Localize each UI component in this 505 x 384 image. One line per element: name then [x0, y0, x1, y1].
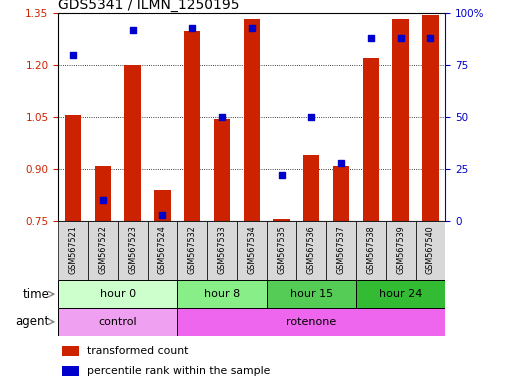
- Bar: [355, 280, 444, 308]
- Point: [188, 25, 196, 31]
- Bar: [415, 221, 444, 280]
- Bar: [177, 308, 444, 336]
- Point: [247, 25, 256, 31]
- Text: GSM567523: GSM567523: [128, 225, 137, 274]
- Bar: [62, 346, 79, 356]
- Bar: [65, 116, 81, 221]
- Bar: [58, 280, 177, 308]
- Text: percentile rank within the sample: percentile rank within the sample: [87, 366, 270, 376]
- Bar: [266, 221, 296, 280]
- Bar: [58, 221, 88, 280]
- Text: control: control: [98, 317, 137, 327]
- Text: GSM567539: GSM567539: [395, 225, 405, 274]
- Bar: [177, 280, 266, 308]
- Text: GSM567533: GSM567533: [217, 225, 226, 274]
- Bar: [273, 219, 289, 221]
- Bar: [392, 19, 408, 221]
- Text: GSM567537: GSM567537: [336, 225, 345, 274]
- Point: [396, 35, 404, 41]
- Bar: [302, 155, 319, 221]
- Point: [336, 160, 344, 166]
- Bar: [207, 221, 236, 280]
- Text: time: time: [22, 288, 49, 301]
- Point: [158, 212, 166, 218]
- Bar: [184, 31, 200, 221]
- Text: hour 15: hour 15: [289, 289, 332, 299]
- Bar: [62, 366, 79, 376]
- Point: [98, 197, 107, 203]
- Bar: [154, 190, 170, 221]
- Bar: [147, 221, 177, 280]
- Text: GSM567524: GSM567524: [158, 225, 167, 274]
- Point: [366, 35, 374, 41]
- Bar: [332, 166, 348, 221]
- Text: transformed count: transformed count: [87, 346, 188, 356]
- Bar: [58, 308, 177, 336]
- Bar: [385, 221, 415, 280]
- Text: hour 8: hour 8: [204, 289, 239, 299]
- Text: agent: agent: [15, 315, 49, 328]
- Text: rotenone: rotenone: [286, 317, 336, 327]
- Text: hour 24: hour 24: [378, 289, 422, 299]
- Text: hour 0: hour 0: [99, 289, 135, 299]
- Text: GDS5341 / ILMN_1250195: GDS5341 / ILMN_1250195: [58, 0, 239, 12]
- Bar: [362, 58, 378, 221]
- Bar: [355, 221, 385, 280]
- Text: GSM567532: GSM567532: [187, 225, 196, 274]
- Text: GSM567521: GSM567521: [69, 225, 77, 274]
- Text: GSM567522: GSM567522: [98, 225, 107, 274]
- Point: [307, 114, 315, 120]
- Point: [69, 52, 77, 58]
- Bar: [243, 19, 260, 221]
- Bar: [421, 15, 438, 221]
- Bar: [326, 221, 355, 280]
- Text: GSM567536: GSM567536: [306, 225, 315, 274]
- Bar: [177, 221, 207, 280]
- Bar: [296, 221, 326, 280]
- Bar: [118, 221, 147, 280]
- Point: [218, 114, 226, 120]
- Bar: [213, 119, 230, 221]
- Bar: [88, 221, 118, 280]
- Text: GSM567540: GSM567540: [425, 225, 434, 274]
- Point: [277, 172, 285, 178]
- Bar: [94, 166, 111, 221]
- Bar: [236, 221, 266, 280]
- Point: [426, 35, 434, 41]
- Point: [128, 27, 136, 33]
- Bar: [266, 280, 355, 308]
- Text: GSM567538: GSM567538: [366, 225, 375, 274]
- Text: GSM567535: GSM567535: [276, 225, 285, 274]
- Bar: [124, 65, 140, 221]
- Text: GSM567534: GSM567534: [247, 225, 256, 274]
